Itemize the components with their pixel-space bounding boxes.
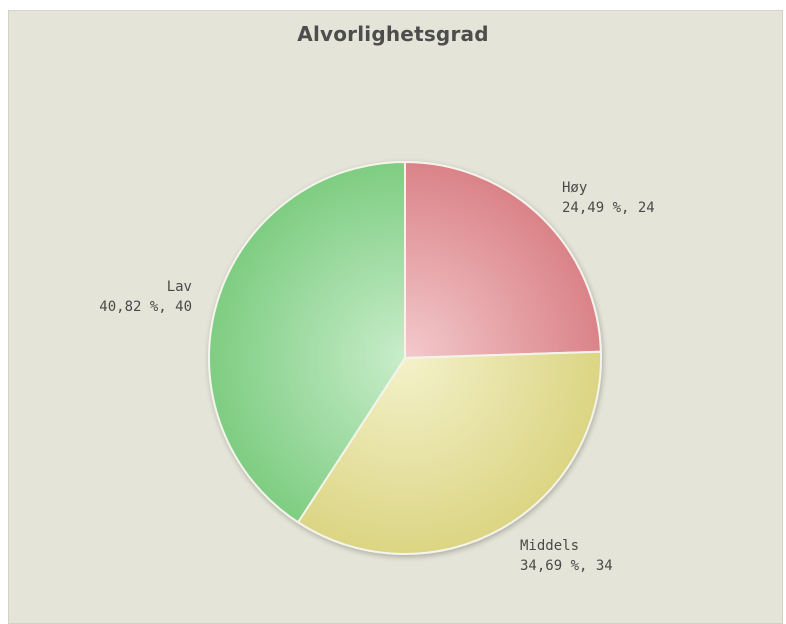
slice-label-name: Lav	[167, 279, 192, 295]
slice-label-name: Middels	[520, 538, 579, 554]
pie-slice-høy[interactable]	[404, 160, 602, 360]
chart-title: Alvorlighetsgrad	[297, 22, 489, 46]
slice-label-name: Høy	[562, 180, 587, 196]
slice-label-value: 40,82 %, 40	[99, 299, 192, 315]
slice-label-value: 24,49 %, 24	[562, 200, 655, 216]
pie-slices	[208, 160, 602, 555]
slice-label-value: 34,69 %, 34	[520, 558, 613, 574]
pie-labels: Høy 24,49 %, 24 Middels 34,69 %, 34 Lav 40,82…	[99, 180, 654, 574]
pie-slice-middels[interactable]	[296, 350, 602, 555]
pie-slice-lav[interactable]	[208, 160, 406, 524]
